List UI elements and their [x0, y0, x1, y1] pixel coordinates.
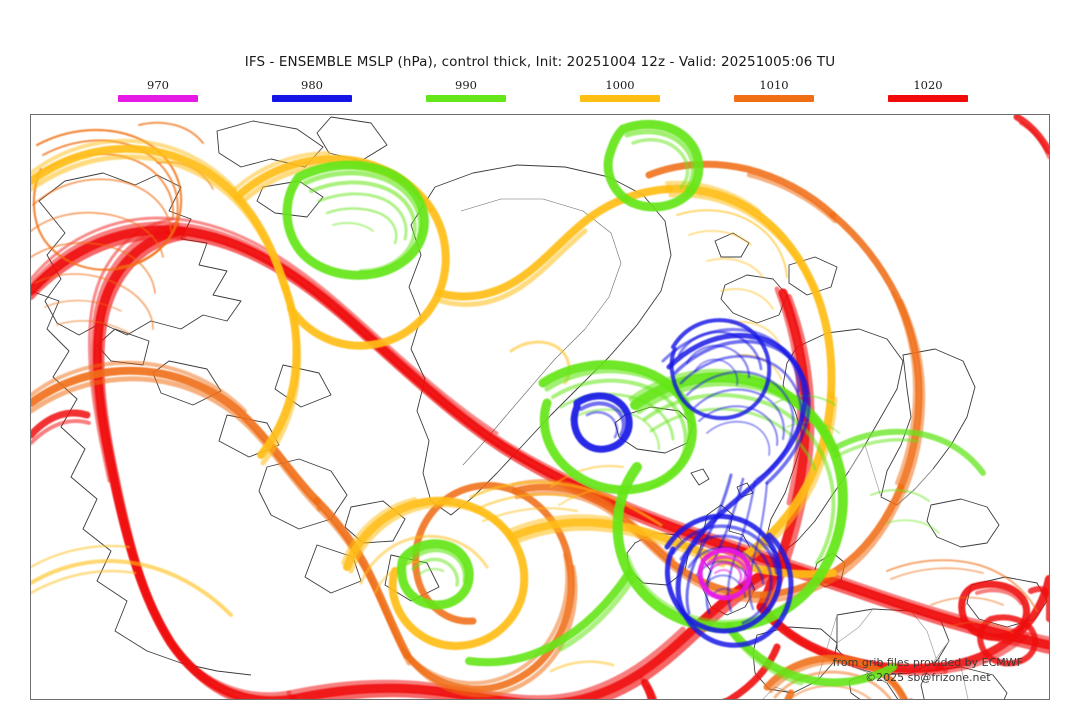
- legend-label-1020: 1020: [913, 78, 943, 92]
- coastline-layer: [31, 116, 1048, 699]
- legend-swatch-1020: [888, 95, 968, 102]
- legend-label-970: 970: [147, 78, 169, 92]
- legend-label-990: 990: [455, 78, 477, 92]
- contour-group-970: [697, 547, 753, 601]
- contour-group-990: [282, 119, 986, 687]
- contour-group-1020: [31, 115, 1049, 699]
- legend-swatch-980: [272, 95, 352, 102]
- legend-swatch-970: [118, 95, 198, 102]
- legend-label-1010: 1010: [759, 78, 789, 92]
- contour-group-1010: [31, 121, 1038, 699]
- legend-swatch-990: [426, 95, 506, 102]
- map-plot-area: from grib files provided by ECMWF ©2025 …: [30, 114, 1050, 700]
- page-title: IFS - ENSEMBLE MSLP (hPa), control thick…: [244, 54, 836, 70]
- contour-group-980: [570, 318, 811, 648]
- legend-swatch-1000: [580, 95, 660, 102]
- legend-label-1000: 1000: [605, 78, 635, 92]
- legend-swatch-1010: [734, 95, 814, 102]
- contour-legend: 970 980 990 1000 1010 1020: [0, 78, 1080, 108]
- legend-label-980: 980: [301, 78, 323, 92]
- map-canvas: [31, 115, 1049, 699]
